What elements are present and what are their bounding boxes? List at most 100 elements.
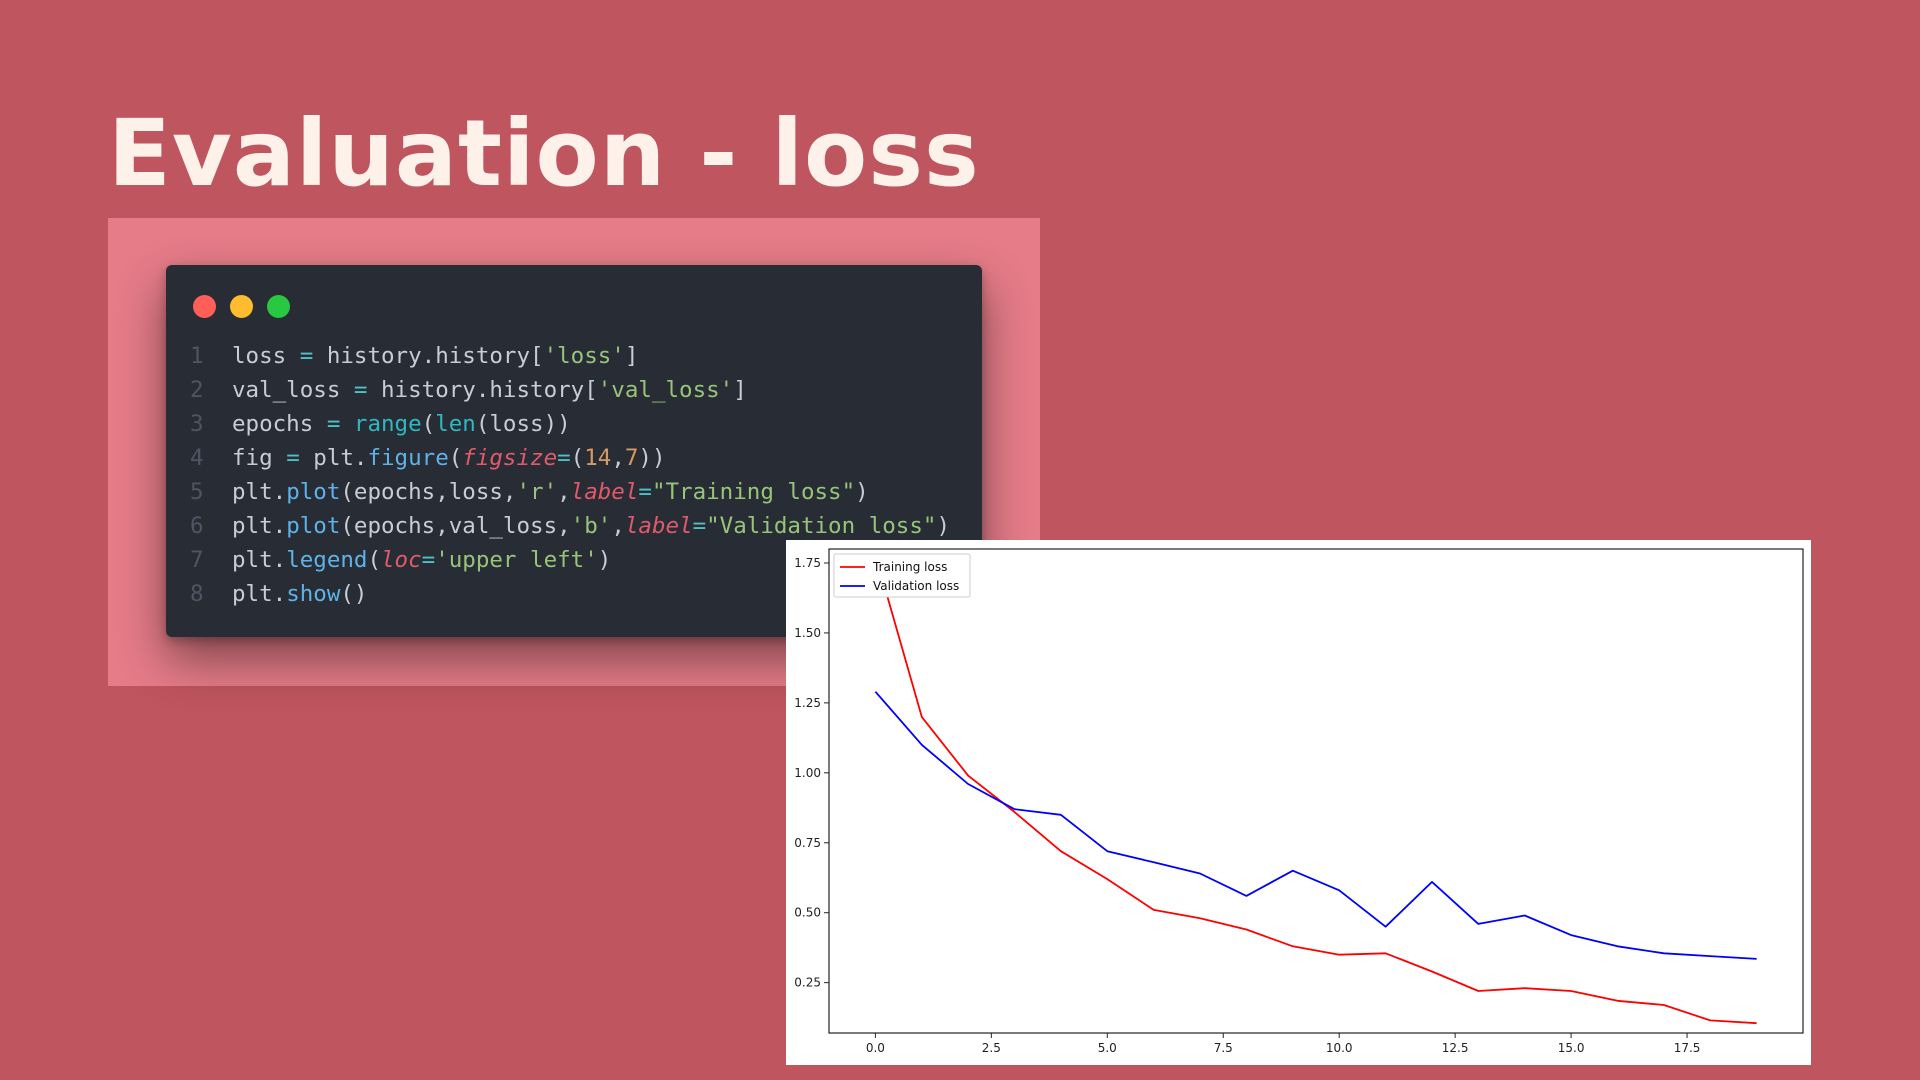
code-token: plt. [232,547,287,573]
code-token: figure [367,445,449,471]
code-block: 1 loss = history.history['loss'] 2 val_loss… [190,339,950,611]
code-token: 7 [624,445,639,471]
code-line: 5 plt.plot(epochs,loss,'r',label="Trainin… [190,475,950,509]
zoom-dot [267,295,290,318]
code-token: (epochs,loss, [340,479,517,505]
x-tick-label: 5.0 [1098,1041,1117,1055]
code-token: ( [448,445,463,471]
x-tick-label: 7.5 [1214,1041,1233,1055]
plot-frame [828,548,1804,1034]
code-token: fig [232,445,287,471]
close-dot [193,295,216,318]
code-token: = [326,411,341,437]
code-token: 'loss' [543,343,625,369]
code-token: = [421,547,436,573]
code-token: label [624,513,693,539]
code-token: plt. [299,445,368,471]
y-tick-label: 0.50 [794,906,821,920]
code-token: 'b' [570,513,612,539]
code-token: "Validation loss" [706,513,937,539]
code-text: epochs = range(len(loss)) [232,407,571,441]
minimize-dot [230,295,253,318]
code-line: 8 plt.show() [190,577,950,611]
code-token: loc [381,547,422,573]
loss-plot: 0.0 2.5 5.0 7.5 10.0 12.5 15.0 17.5 0.25 0.50 0.75… [786,540,1811,1065]
code-token: ( [570,445,585,471]
window-controls [193,295,290,318]
code-token: = [286,445,300,471]
y-tick-label: 1.25 [794,696,821,710]
x-tick-label: 0.0 [866,1041,885,1055]
x-tick-label: 10.0 [1326,1041,1353,1055]
series-line-training-loss [874,554,1757,1025]
code-text: plt.plot(epochs,val_loss,'b',label="Vali… [232,509,950,543]
code-token: = [557,445,571,471]
code-token: ( [367,547,382,573]
code-token: 'r' [516,479,558,505]
y-tick-label: 0.75 [794,836,821,850]
code-token: len [435,411,476,437]
code-token: = [299,343,314,369]
code-token: val_loss [232,377,354,403]
code-token: epochs [232,411,327,437]
line-number: 5 [190,479,204,505]
line-number: 2 [190,377,204,403]
series-line-validation-loss [874,691,1757,960]
code-token: () [340,581,368,607]
code-token: (epochs,val_loss, [340,513,571,539]
code-line: 1 loss = history.history['loss'] [190,339,950,373]
slide-title: Evaluation - loss [108,100,980,207]
x-tick-label: 17.5 [1674,1041,1701,1055]
code-token: figsize [462,445,558,471]
code-token: 'val_loss' [597,377,734,403]
code-token: = [638,479,652,505]
code-text: val_loss = history.history['val_loss'] [232,373,747,407]
code-token: history.history[ [313,343,544,369]
code-text: plt.legend(loc='upper left') [232,543,611,577]
legend-label: Validation loss [873,579,959,593]
code-token: legend [286,547,368,573]
y-tick-label: 1.75 [794,556,821,570]
x-tick-label: 2.5 [982,1041,1001,1055]
code-token: = [692,513,707,539]
code-text: plt.show() [232,577,367,611]
legend-box [833,553,971,598]
y-tick-label: 0.25 [794,976,821,990]
code-text: plt.plot(epochs,loss,'r',label="Training… [232,475,869,509]
loss-chart-svg: 0.0 2.5 5.0 7.5 10.0 12.5 15.0 17.5 0.25 0.50 0.75… [794,548,1804,1055]
line-number: 7 [190,547,204,573]
code-line: 4 fig = plt.figure(figsize=(14,7)) [190,441,950,475]
legend-label: Training loss [872,560,947,574]
x-tick-label: 12.5 [1442,1041,1469,1055]
code-token: ) [597,547,612,573]
code-token: ] [624,343,639,369]
line-number: 8 [190,581,204,607]
code-line: 7 plt.legend(loc='upper left') [190,543,950,577]
code-token: plot [286,513,341,539]
code-token: plt. [232,581,287,607]
code-token: )) [638,445,666,471]
code-token: range [353,411,422,437]
line-number: 4 [190,445,204,471]
code-token: 'upper left' [435,547,598,573]
code-token: , [611,445,625,471]
code-line: 3 epochs = range(len(loss)) [190,407,950,441]
code-token: ) [855,479,869,505]
code-token: ( [421,411,436,437]
y-tick-label: 1.00 [794,766,821,780]
code-token: plot [286,479,341,505]
code-line: 2 val_loss = history.history['val_loss'] [190,373,950,407]
code-token: ) [936,513,950,539]
code-token: loss [232,343,300,369]
line-number: 1 [190,343,204,369]
line-number: 3 [190,411,204,437]
code-token [340,411,354,437]
code-token: ] [733,377,747,403]
code-token: = [353,377,368,403]
code-token: "Training loss" [651,479,856,505]
x-tick-label: 15.0 [1558,1041,1585,1055]
code-token: (loss)) [475,411,571,437]
code-token: 14 [584,445,612,471]
code-token: plt. [232,479,287,505]
code-token: , [557,479,571,505]
